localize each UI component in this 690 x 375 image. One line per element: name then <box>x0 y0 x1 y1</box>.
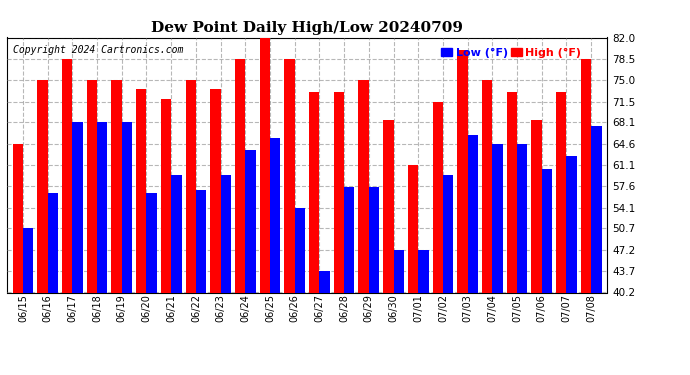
Bar <box>457 50 468 292</box>
Bar <box>581 59 591 292</box>
Bar <box>186 80 196 292</box>
Bar <box>259 38 270 292</box>
Bar <box>468 135 478 292</box>
Bar <box>344 187 355 292</box>
Bar <box>418 250 428 292</box>
Bar <box>482 80 493 292</box>
Bar <box>295 208 305 292</box>
Bar <box>358 80 369 292</box>
Bar <box>319 271 330 292</box>
Bar <box>383 120 393 292</box>
Bar <box>393 250 404 292</box>
Bar <box>146 193 157 292</box>
Bar <box>493 144 503 292</box>
Bar <box>369 187 380 292</box>
Bar <box>309 92 319 292</box>
Bar <box>12 144 23 292</box>
Bar <box>48 193 58 292</box>
Bar <box>556 92 566 292</box>
Bar <box>270 138 280 292</box>
Bar <box>566 156 577 292</box>
Bar <box>62 59 72 292</box>
Bar <box>443 175 453 292</box>
Bar <box>235 59 245 292</box>
Bar <box>542 169 552 292</box>
Bar <box>171 175 181 292</box>
Bar <box>196 190 206 292</box>
Bar <box>284 59 295 292</box>
Title: Dew Point Daily High/Low 20240709: Dew Point Daily High/Low 20240709 <box>151 21 463 35</box>
Text: Copyright 2024 Cartronics.com: Copyright 2024 Cartronics.com <box>13 45 184 55</box>
Bar <box>210 89 221 292</box>
Bar <box>506 92 517 292</box>
Bar <box>531 120 542 292</box>
Bar <box>334 92 344 292</box>
Bar <box>591 126 602 292</box>
Bar <box>23 228 33 292</box>
Bar <box>433 102 443 292</box>
Bar <box>37 80 48 292</box>
Bar <box>97 122 108 292</box>
Bar <box>87 80 97 292</box>
Bar <box>408 165 418 292</box>
Bar <box>136 89 146 292</box>
Bar <box>161 99 171 292</box>
Bar <box>111 80 121 292</box>
Bar <box>517 144 527 292</box>
Bar <box>121 122 132 292</box>
Bar <box>72 122 83 292</box>
Legend: Low (°F), High (°F): Low (°F), High (°F) <box>439 46 584 60</box>
Bar <box>221 175 231 292</box>
Bar <box>245 150 256 292</box>
